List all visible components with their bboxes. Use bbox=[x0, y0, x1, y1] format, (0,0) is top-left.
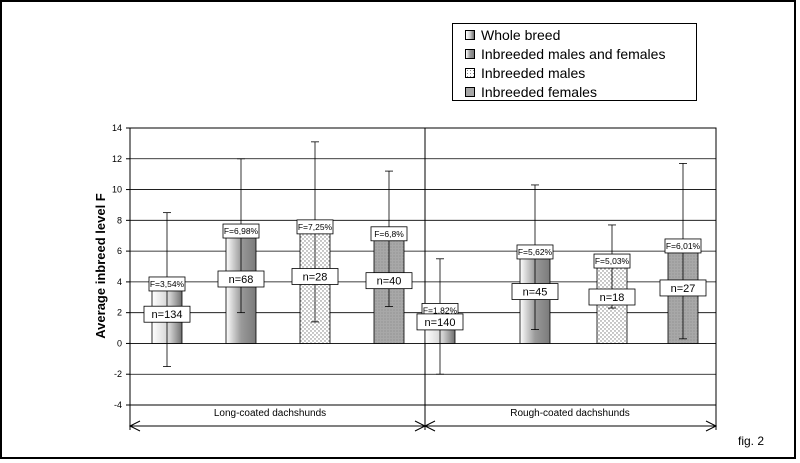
arrow-right-rough bbox=[705, 420, 718, 432]
legend-label-males: Inbreeded males bbox=[481, 65, 586, 81]
arrow-left-long bbox=[128, 420, 141, 432]
f-label: F=6,8% bbox=[374, 229, 404, 239]
group-label-long: Long-coated dachshunds bbox=[214, 408, 326, 419]
n-label: n=18 bbox=[600, 292, 625, 304]
y-tick-label: -4 bbox=[114, 400, 122, 410]
f-label: F=6,01% bbox=[666, 241, 701, 251]
legend-swatch-males-females bbox=[465, 49, 475, 59]
n-label-box bbox=[511, 283, 559, 300]
arrow-left-rough bbox=[423, 420, 436, 432]
n-label: n=45 bbox=[523, 287, 548, 299]
f-label: F=6,98% bbox=[224, 226, 259, 236]
f-label-box bbox=[516, 244, 554, 260]
n-label-box bbox=[291, 268, 339, 285]
f-label-box bbox=[664, 238, 702, 254]
y-tick-label: -2 bbox=[114, 369, 122, 379]
n-label: n=134 bbox=[152, 309, 183, 321]
n-label: n=140 bbox=[425, 317, 456, 329]
legend-swatch-whole-breed bbox=[465, 30, 475, 40]
n-label: n=28 bbox=[303, 272, 328, 284]
y-tick-label: 4 bbox=[117, 277, 122, 287]
legend: Whole breed Inbreeded males and females … bbox=[452, 23, 697, 101]
legend-label-males-females: Inbreeded males and females bbox=[481, 46, 666, 62]
legend-item-whole-breed: Whole breed bbox=[465, 26, 560, 44]
y-tick-label: 10 bbox=[112, 185, 122, 195]
legend-item-males-females: Inbreeded males and females bbox=[465, 45, 665, 63]
f-label-box bbox=[148, 276, 186, 292]
group-axis: Long-coated dachshunds Rough-coated dach… bbox=[128, 405, 718, 432]
n-label-box bbox=[143, 305, 191, 323]
y-tick-label: 8 bbox=[117, 215, 122, 225]
y-tick-label: 14 bbox=[112, 123, 122, 133]
legend-item-males: Inbreeded males bbox=[465, 64, 585, 82]
y-axis-label: Average inbreed level F bbox=[93, 193, 108, 339]
f-label: F=7,25% bbox=[298, 222, 333, 232]
y-tick-label: 6 bbox=[117, 246, 122, 256]
f-label: F=5,62% bbox=[518, 247, 553, 257]
f-label-box bbox=[593, 253, 631, 269]
n-label-box bbox=[416, 313, 464, 331]
f-label-box bbox=[370, 226, 408, 242]
group-label-rough: Rough-coated dachshunds bbox=[510, 408, 630, 419]
f-label-box bbox=[296, 219, 334, 235]
legend-label-whole-breed: Whole breed bbox=[481, 27, 561, 43]
n-label-box bbox=[659, 279, 707, 297]
n-label-box bbox=[588, 288, 636, 306]
y-axis-ticks: -4 -2 0 2 4 6 8 10 12 14 bbox=[112, 123, 130, 410]
n-label-box bbox=[365, 272, 413, 290]
n-label: n=27 bbox=[671, 283, 696, 295]
y-tick-label: 12 bbox=[112, 154, 122, 164]
n-label-box bbox=[217, 270, 265, 288]
n-label: n=68 bbox=[229, 274, 254, 286]
y-tick-label: 0 bbox=[117, 338, 122, 348]
legend-swatch-males bbox=[465, 68, 475, 78]
f-label: F=3,54% bbox=[150, 279, 185, 289]
data-labels: F=3,54% n=134 F=1,82% n=140 F=6,98% n=68 F=5,6… bbox=[143, 219, 707, 331]
legend-swatch-females bbox=[465, 87, 475, 97]
figure-label: fig. 2 bbox=[738, 434, 765, 448]
legend-label-females: Inbreeded females bbox=[481, 84, 597, 100]
legend-item-females: Inbreeded females bbox=[465, 83, 597, 101]
f-label-box bbox=[222, 223, 260, 239]
y-tick-label: 2 bbox=[117, 308, 122, 318]
n-label: n=40 bbox=[377, 276, 402, 288]
f-label: F=1,82% bbox=[423, 305, 458, 315]
f-label: F=5,03% bbox=[595, 256, 630, 266]
